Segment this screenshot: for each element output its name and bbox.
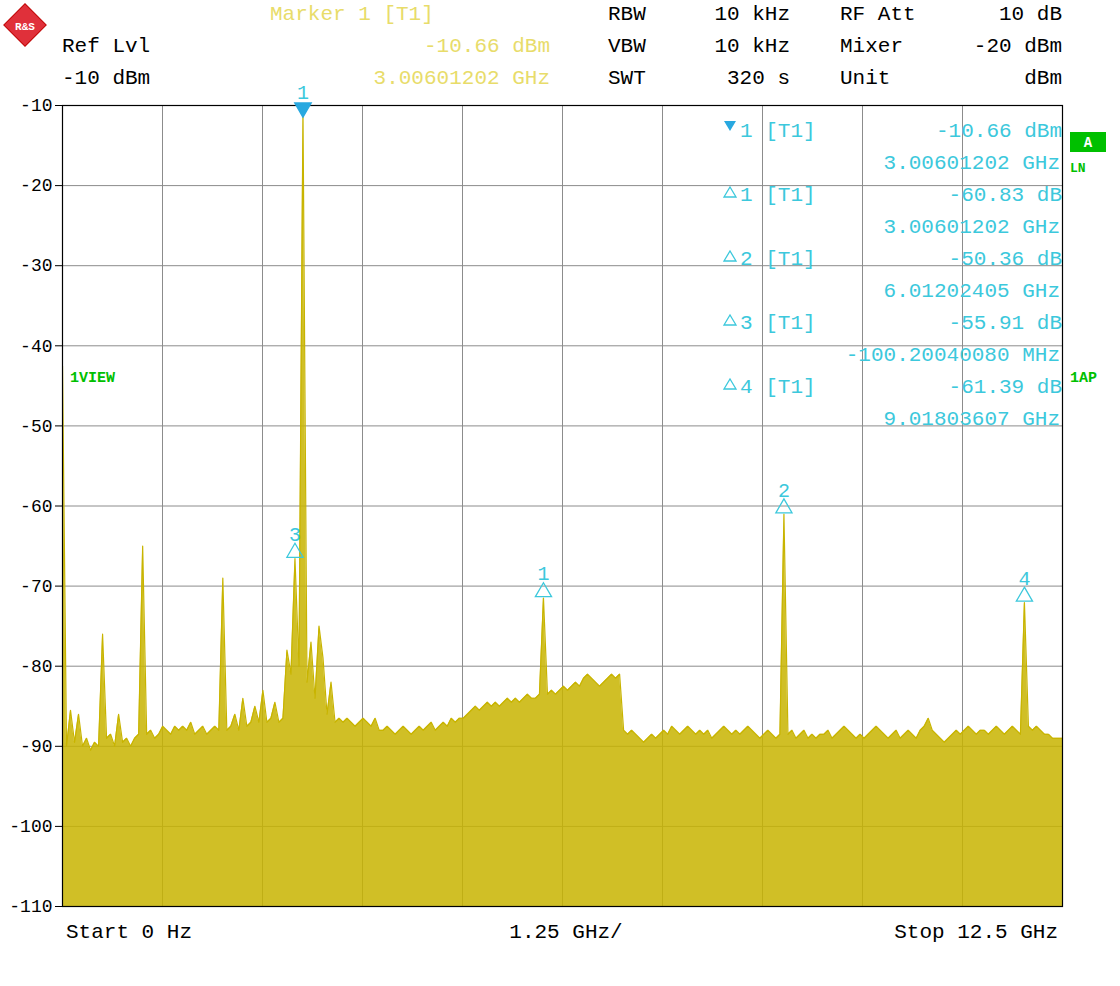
svg-text:-100.20040080 MHz: -100.20040080 MHz (846, 344, 1060, 367)
svg-text:320 s: 320 s (727, 67, 790, 90)
svg-text:-10 dBm: -10 dBm (62, 67, 150, 90)
svg-text:Start 0 Hz: Start 0 Hz (66, 921, 192, 944)
svg-text:-10.66 dBm: -10.66 dBm (936, 120, 1062, 143)
svg-text:RBW: RBW (608, 3, 646, 26)
svg-text:1.25 GHz/: 1.25 GHz/ (509, 921, 622, 944)
svg-text:RF Att: RF Att (840, 3, 916, 26)
svg-text:10 dB: 10 dB (999, 3, 1062, 26)
svg-text:R&S: R&S (15, 21, 35, 33)
svg-text:1: 1 (537, 563, 549, 586)
svg-text:-50.36 dB: -50.36 dB (949, 248, 1062, 271)
svg-text:2 [T1]: 2 [T1] (740, 248, 816, 271)
svg-text:10 kHz: 10 kHz (714, 3, 790, 26)
svg-text:3.00601202 GHz: 3.00601202 GHz (374, 67, 550, 90)
svg-text:-50: -50 (20, 417, 52, 437)
svg-text:3.00601202 GHz: 3.00601202 GHz (884, 216, 1060, 239)
svg-text:-10: -10 (20, 96, 52, 116)
svg-text:-100: -100 (9, 817, 52, 837)
svg-text:VBW: VBW (608, 35, 646, 58)
svg-text:1VIEW: 1VIEW (70, 370, 115, 387)
svg-text:-10.66 dBm: -10.66 dBm (424, 35, 550, 58)
svg-text:1 [T1]: 1 [T1] (740, 184, 816, 207)
svg-text:1 [T1]: 1 [T1] (740, 120, 816, 143)
svg-text:dBm: dBm (1024, 67, 1062, 90)
svg-text:LN: LN (1070, 161, 1086, 176)
svg-text:3 [T1]: 3 [T1] (740, 312, 816, 335)
svg-text:-61.39 dB: -61.39 dB (949, 376, 1062, 399)
svg-text:Unit: Unit (840, 67, 890, 90)
svg-text:1: 1 (297, 82, 309, 105)
svg-text:-110: -110 (9, 897, 52, 917)
svg-text:9.01803607 GHz: 9.01803607 GHz (884, 408, 1060, 431)
svg-text:3.00601202 GHz: 3.00601202 GHz (884, 152, 1060, 175)
svg-text:-55.91 dB: -55.91 dB (949, 312, 1062, 335)
svg-text:3: 3 (289, 524, 301, 547)
svg-text:Mixer: Mixer (840, 35, 903, 58)
svg-text:Marker 1 [T1]: Marker 1 [T1] (270, 3, 434, 26)
svg-text:10 kHz: 10 kHz (714, 35, 790, 58)
svg-text:-40: -40 (20, 337, 52, 357)
svg-text:-20 dBm: -20 dBm (974, 35, 1062, 58)
svg-text:-70: -70 (20, 577, 52, 597)
svg-text:SWT: SWT (608, 67, 646, 90)
svg-text:-60.83 dB: -60.83 dB (949, 184, 1062, 207)
svg-text:A: A (1084, 135, 1093, 151)
svg-text:-20: -20 (20, 176, 52, 196)
svg-text:4 [T1]: 4 [T1] (740, 376, 816, 399)
svg-text:-60: -60 (20, 497, 52, 517)
svg-text:Ref Lvl: Ref Lvl (62, 35, 150, 58)
svg-text:2: 2 (778, 480, 790, 503)
svg-text:4: 4 (1018, 568, 1030, 591)
svg-text:-80: -80 (20, 657, 52, 677)
svg-text:6.01202405 GHz: 6.01202405 GHz (884, 280, 1060, 303)
svg-text:-30: -30 (20, 256, 52, 276)
svg-text:Stop 12.5 GHz: Stop 12.5 GHz (894, 921, 1058, 944)
svg-text:1AP: 1AP (1070, 370, 1097, 387)
svg-text:-90: -90 (20, 737, 52, 757)
